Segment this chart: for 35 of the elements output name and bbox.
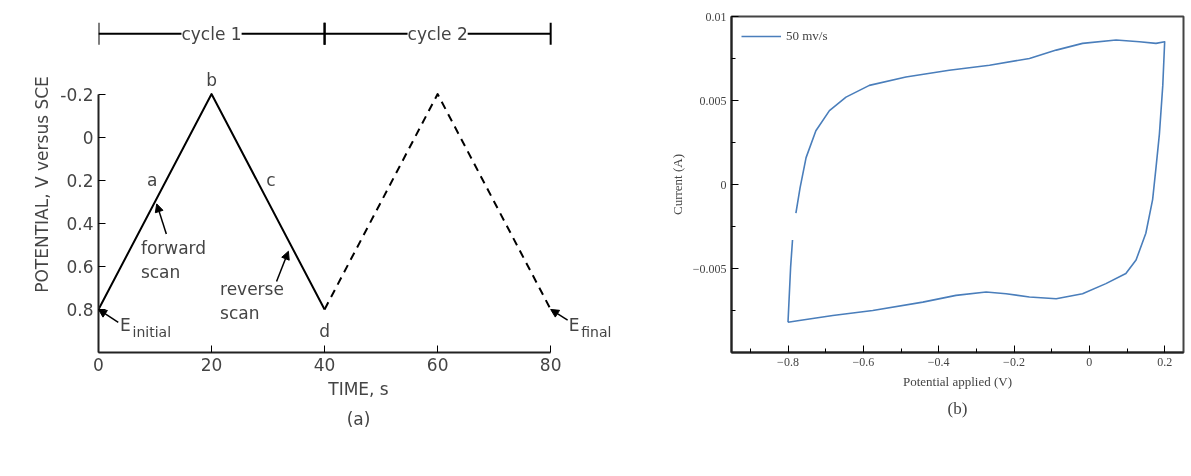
x-axis-title: Potential applied (V) <box>902 373 1013 389</box>
y-tick-label: 0.2 <box>66 170 94 191</box>
x-tick-label: 60 <box>426 354 449 375</box>
text: (a) <box>346 408 371 429</box>
x-tick-label: −0.8 <box>777 354 799 369</box>
y-axis-title: POTENTIAL, V versus SCE <box>32 76 53 293</box>
y-tick-label: 0.4 <box>66 213 94 234</box>
y-tick-label: 0 <box>82 127 94 148</box>
y-tick-label: -0.2 <box>60 84 94 105</box>
x-tick-label: 0.2 <box>1157 354 1173 369</box>
x-tick-label: 40 <box>313 354 336 375</box>
text: cycle 1 <box>181 23 242 44</box>
y-tick-label: 0.6 <box>66 256 94 277</box>
annotation: forward scan <box>140 238 207 283</box>
annotation: reverse scan <box>220 279 284 324</box>
text: (b) <box>947 398 968 418</box>
x-axis-title: TIME, s <box>327 378 389 399</box>
x-tick-label: −0.6 <box>852 354 875 369</box>
y-tick-label: 0.8 <box>66 299 94 320</box>
text: cycle 2 <box>407 23 468 44</box>
x-tick-label: −0.2 <box>1003 354 1025 369</box>
y-tick-label: 0.005 <box>699 93 727 108</box>
y-tick-label: 0.01 <box>705 9 727 24</box>
y-axis-title: Current (A) <box>669 153 685 215</box>
x-tick-label: −0.4 <box>927 354 950 369</box>
y-tick-label: 0 <box>720 177 727 192</box>
annotation: a <box>146 170 158 191</box>
y-tick-label: −0.005 <box>692 261 727 276</box>
annotation: d <box>319 320 330 341</box>
x-tick-label: 20 <box>200 354 223 375</box>
x-tick-label: 0 <box>1086 354 1093 369</box>
legend-label: 50 mv/s <box>786 28 828 44</box>
x-tick-label: 80 <box>539 354 562 375</box>
annotation: c <box>266 170 276 191</box>
text: b <box>206 69 217 90</box>
